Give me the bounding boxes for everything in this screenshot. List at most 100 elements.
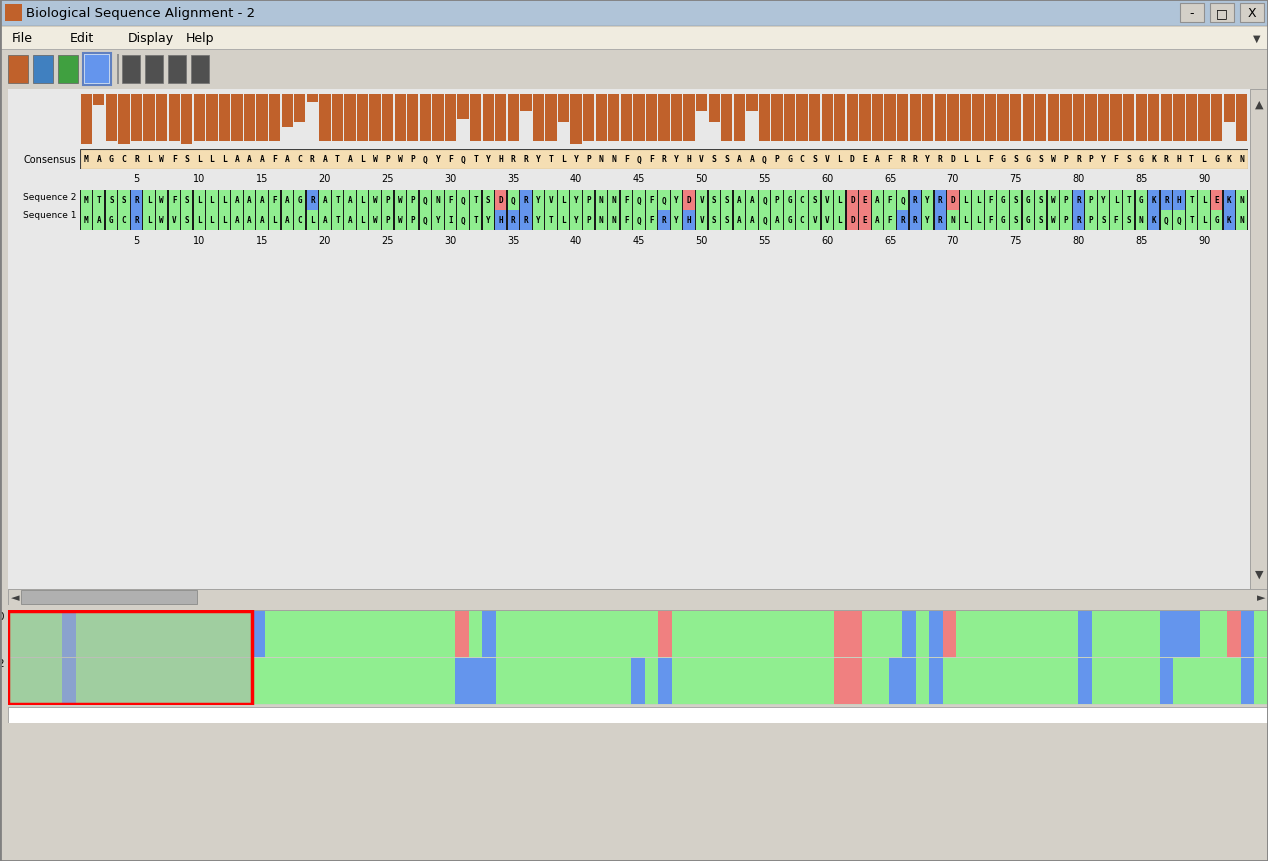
Text: Y: Y xyxy=(1101,196,1106,205)
Bar xyxy=(1098,95,1110,141)
Bar xyxy=(727,611,739,657)
Text: A: A xyxy=(260,155,265,164)
Text: P: P xyxy=(586,196,591,205)
Bar xyxy=(458,95,469,120)
Bar xyxy=(596,211,607,231)
Text: 80: 80 xyxy=(1073,235,1084,245)
Text: 25: 25 xyxy=(382,235,394,245)
Bar xyxy=(721,191,733,210)
Bar xyxy=(861,659,875,704)
Bar xyxy=(482,611,496,657)
Bar xyxy=(105,211,117,231)
Bar xyxy=(1224,211,1235,231)
Text: P: P xyxy=(385,155,391,164)
Text: L: L xyxy=(964,196,967,205)
Text: 45: 45 xyxy=(633,235,645,245)
Bar xyxy=(1181,4,1205,23)
Bar xyxy=(224,659,238,704)
Text: File: File xyxy=(11,32,33,45)
Text: 25: 25 xyxy=(382,174,394,184)
Bar xyxy=(758,191,770,210)
Text: A: A xyxy=(749,155,754,164)
Bar xyxy=(1227,611,1241,657)
Bar xyxy=(207,95,218,141)
Bar xyxy=(1037,659,1051,704)
Text: S: S xyxy=(486,196,491,205)
Bar xyxy=(520,95,531,111)
Bar xyxy=(935,191,946,210)
Text: 65: 65 xyxy=(884,174,896,184)
Text: L: L xyxy=(975,196,980,205)
Bar xyxy=(558,211,569,231)
Bar xyxy=(935,211,946,231)
Text: N: N xyxy=(598,216,604,226)
Bar xyxy=(1160,211,1172,231)
Bar xyxy=(984,659,997,704)
Bar xyxy=(231,211,242,231)
Bar xyxy=(510,659,522,704)
Bar xyxy=(76,659,89,704)
Bar xyxy=(198,659,212,704)
Text: Y: Y xyxy=(1101,155,1106,164)
Text: Q: Q xyxy=(900,196,905,205)
Text: K: K xyxy=(1151,155,1156,164)
Bar xyxy=(345,191,355,210)
Bar xyxy=(533,95,544,141)
Text: W: W xyxy=(160,216,164,226)
Bar xyxy=(445,95,456,141)
Bar xyxy=(734,95,746,141)
Text: R: R xyxy=(1164,196,1169,205)
Bar xyxy=(394,191,406,210)
Bar xyxy=(81,191,93,210)
Bar xyxy=(596,191,607,210)
Bar xyxy=(332,211,344,231)
Bar xyxy=(207,191,218,210)
Text: S: S xyxy=(724,155,729,164)
Bar xyxy=(22,611,36,657)
Text: Q: Q xyxy=(1164,216,1169,226)
Text: Y: Y xyxy=(926,196,929,205)
Text: Y: Y xyxy=(486,155,491,164)
Text: F: F xyxy=(448,155,453,164)
Bar xyxy=(320,611,333,657)
Text: F: F xyxy=(988,196,993,205)
Bar xyxy=(956,611,970,657)
Text: L: L xyxy=(360,155,365,164)
Bar xyxy=(909,211,921,231)
Text: H: H xyxy=(498,155,503,164)
Bar xyxy=(117,55,119,85)
Bar xyxy=(834,191,846,210)
Bar xyxy=(281,191,293,210)
Bar xyxy=(157,659,171,704)
Bar xyxy=(360,659,374,704)
Text: L: L xyxy=(209,216,214,226)
Text: N: N xyxy=(611,216,616,226)
Bar xyxy=(583,191,595,210)
Text: 15: 15 xyxy=(256,235,269,245)
Bar xyxy=(809,211,820,231)
Bar xyxy=(483,211,493,231)
Text: F: F xyxy=(171,155,176,164)
Bar xyxy=(973,211,984,231)
Text: 0: 0 xyxy=(0,611,4,622)
Text: A: A xyxy=(775,216,780,226)
Bar xyxy=(369,191,380,210)
Text: R: R xyxy=(913,196,918,205)
Text: G: G xyxy=(109,216,114,226)
Bar xyxy=(985,95,997,141)
Text: H: H xyxy=(687,155,691,164)
Bar xyxy=(834,659,848,704)
Bar xyxy=(583,211,595,231)
Text: P: P xyxy=(1088,155,1093,164)
Text: 40: 40 xyxy=(569,174,582,184)
Bar xyxy=(973,95,984,141)
Text: R: R xyxy=(134,216,138,226)
Bar xyxy=(89,659,103,704)
Text: T: T xyxy=(1189,216,1193,226)
Bar xyxy=(834,611,848,657)
Bar xyxy=(809,191,820,210)
Bar xyxy=(522,659,536,704)
Bar xyxy=(382,211,393,231)
Text: N: N xyxy=(1139,216,1144,226)
Bar xyxy=(333,659,346,704)
